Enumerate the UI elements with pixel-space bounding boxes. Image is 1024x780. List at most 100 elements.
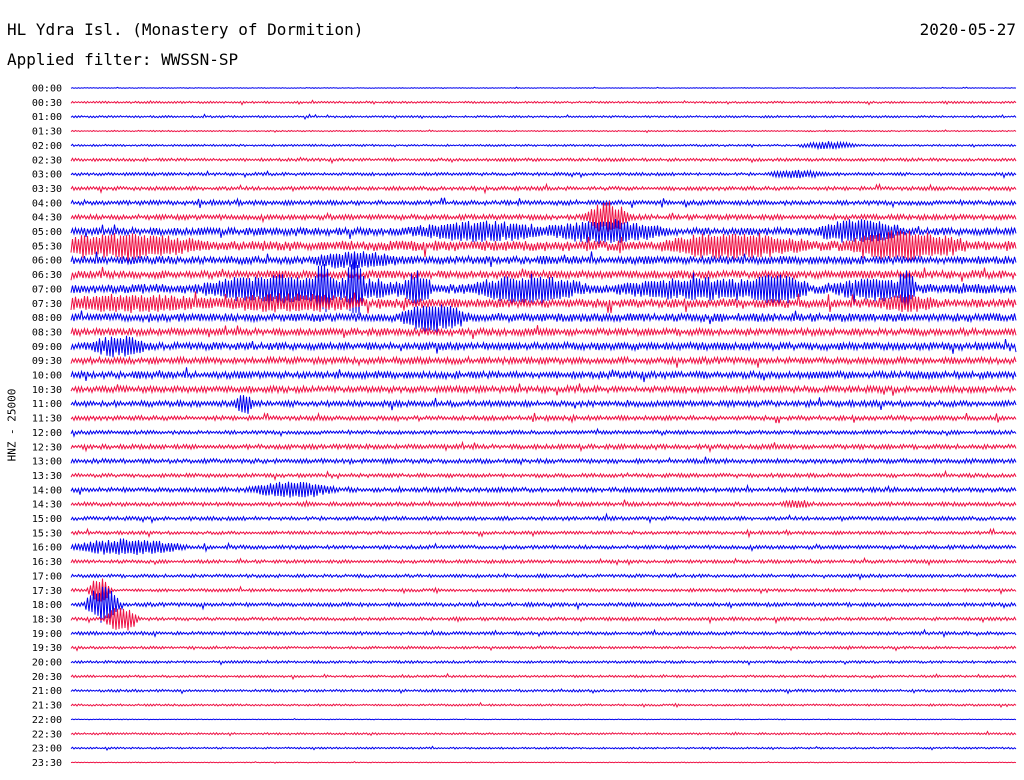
time-tick-label: 15:00: [32, 514, 62, 525]
time-tick-label: 09:00: [32, 342, 62, 353]
trace-row-1430: [70, 499, 1017, 509]
time-tick-label: 02:00: [32, 141, 62, 152]
time-tick-label: 23:00: [32, 744, 62, 755]
time-tick-label: 06:30: [32, 270, 62, 281]
time-tick-label: 08:30: [32, 327, 62, 338]
station-title: HL Ydra Isl. (Monastery of Dormition): [7, 20, 364, 39]
time-tick-label: 17:30: [32, 586, 62, 597]
trace-row-0100: [70, 113, 1017, 120]
time-tick-label: 20:30: [32, 672, 62, 683]
time-tick-label: 18:30: [32, 614, 62, 625]
time-tick-label: 14:00: [32, 485, 62, 496]
trace-row-2030: [70, 672, 1017, 681]
trace-row-2300: [70, 745, 1017, 752]
time-tick-label: 11:00: [32, 399, 62, 410]
trace-row-2000: [70, 659, 1017, 666]
trace-row-1800: [70, 586, 1017, 623]
trace-row-0730: [70, 291, 1017, 314]
time-tick-label: 18:00: [32, 600, 62, 611]
time-tick-label: 14:30: [32, 500, 62, 511]
trace-row-1600: [70, 538, 1017, 556]
time-tick-label: 12:00: [32, 428, 62, 439]
time-tick-label: 01:00: [32, 112, 62, 123]
time-tick-label: 05:00: [32, 227, 62, 238]
trace-row-0700: [70, 254, 1017, 315]
trace-row-0630: [70, 266, 1017, 282]
time-tick-label: 19:30: [32, 643, 62, 654]
trace-row-1330: [70, 469, 1017, 481]
time-tick-label: 15:30: [32, 528, 62, 539]
time-tick-label: 22:00: [32, 715, 62, 726]
time-tick-label: 23:30: [32, 758, 62, 769]
time-tick-label: 04:30: [32, 213, 62, 224]
trace-row-0300: [70, 169, 1017, 180]
time-tick-label: 11:30: [32, 414, 62, 425]
trace-row-1930: [70, 644, 1017, 652]
trace-row-1030: [70, 383, 1017, 396]
time-tick-label: 21:30: [32, 701, 62, 712]
trace-row-0400: [70, 197, 1017, 209]
trace-row-0900: [70, 335, 1017, 358]
trace-row-1730: [70, 578, 1017, 602]
time-tick-label: 22:30: [32, 729, 62, 740]
trace-row-1300: [70, 456, 1017, 466]
trace-row-1500: [70, 512, 1017, 525]
trace-row-0330: [70, 182, 1017, 195]
trace-row-2100: [70, 688, 1017, 695]
time-tick-label: 07:00: [32, 284, 62, 295]
time-tick-label: 16:30: [32, 557, 62, 568]
time-tick-label: 21:00: [32, 686, 62, 697]
trace-row-1630: [70, 556, 1017, 567]
trace-row-0130: [70, 129, 1017, 134]
trace-row-0000: [70, 86, 1017, 90]
trace-row-0430: [70, 201, 1017, 232]
time-tick-label: 08:00: [32, 313, 62, 324]
time-tick-label: 00:30: [32, 98, 62, 109]
trace-row-1530: [70, 527, 1017, 539]
trace-row-0930: [70, 354, 1017, 368]
trace-row-0200: [70, 140, 1017, 151]
trace-row-1230: [70, 440, 1017, 454]
time-tick-label: 00:00: [32, 84, 62, 95]
trace-row-0800: [70, 304, 1017, 333]
filter-label: Applied filter: WWSSN-SP: [7, 50, 239, 69]
trace-row-1830: [70, 607, 1017, 631]
time-tick-label: 12:30: [32, 442, 62, 453]
trace-row-2130: [70, 701, 1017, 708]
trace-row-1700: [70, 572, 1017, 581]
time-tick-label: 06:00: [32, 256, 62, 267]
trace-row-0500: [70, 218, 1017, 244]
time-tick-label: 04:00: [32, 198, 62, 209]
trace-row-0830: [70, 325, 1017, 339]
record-date: 2020-05-27: [919, 20, 1016, 39]
trace-row-1200: [70, 427, 1017, 438]
trace-row-2200: [70, 717, 1017, 721]
trace-row-0230: [70, 156, 1017, 165]
time-tick-label: 10:30: [32, 385, 62, 396]
time-tick-label: 16:00: [32, 543, 62, 554]
trace-row-2230: [70, 730, 1017, 737]
time-tick-label: 03:30: [32, 184, 62, 195]
time-tick-label: 20:00: [32, 658, 62, 669]
time-tick-label: 07:30: [32, 299, 62, 310]
time-tick-label: 02:30: [32, 155, 62, 166]
trace-row-1130: [70, 411, 1017, 424]
time-tick-label: 05:30: [32, 241, 62, 252]
time-tick-label: 10:00: [32, 371, 62, 382]
trace-row-1000: [70, 367, 1017, 383]
trace-row-0600: [70, 251, 1017, 270]
time-tick-label: 09:30: [32, 356, 62, 367]
time-tick-label: 03:00: [32, 170, 62, 181]
trace-row-1100: [70, 395, 1017, 414]
trace-row-1400: [70, 481, 1017, 498]
trace-row-2330: [70, 760, 1017, 764]
time-tick-label: 17:00: [32, 571, 62, 582]
trace-row-0530: [70, 230, 1017, 264]
time-tick-label: 01:30: [32, 127, 62, 138]
trace-row-0030: [70, 99, 1017, 106]
trace-row-1900: [70, 628, 1017, 639]
time-tick-label: 13:30: [32, 471, 62, 482]
time-tick-label: 13:00: [32, 457, 62, 468]
